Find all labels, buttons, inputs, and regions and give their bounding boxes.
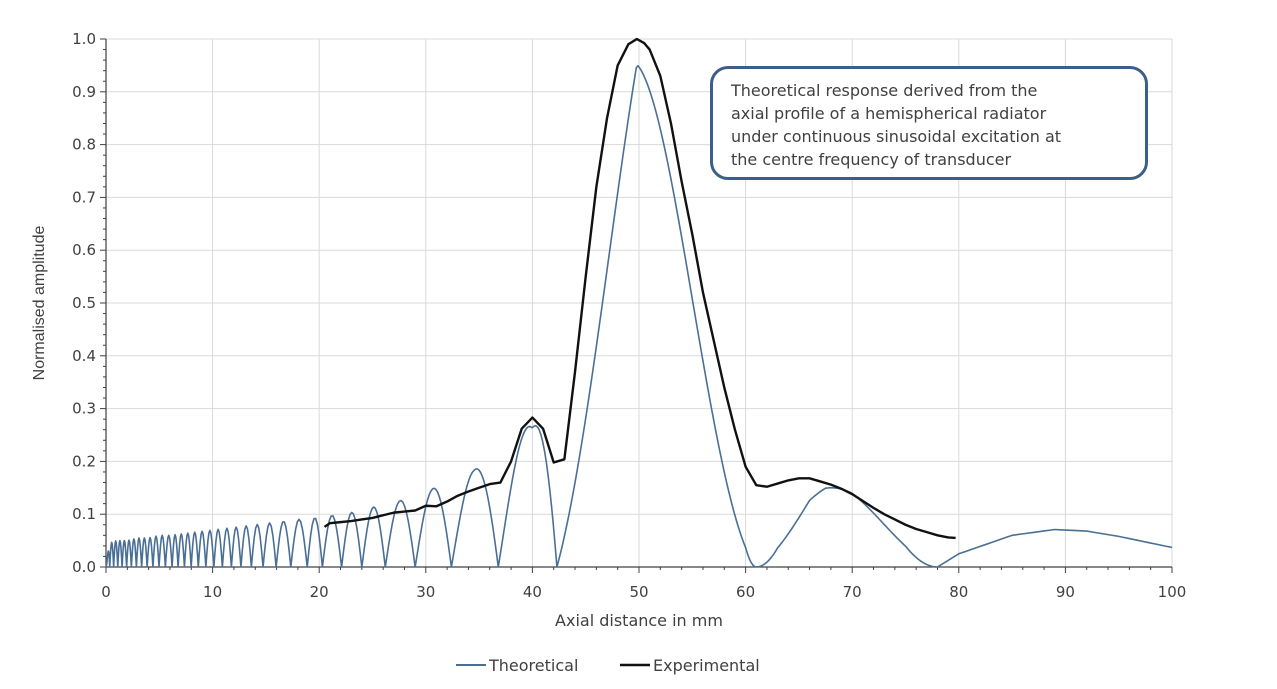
y-tick-label: 1.0 [72,30,96,48]
x-axis-title: Axial distance in mm [555,611,723,630]
x-tick-labels: 0 10 20 30 40 50 60 70 80 90 100 [101,583,1186,601]
x-tick-label: 70 [843,583,862,601]
y-tick-label: 0.7 [72,188,96,206]
annotation-box: Theoretical response derived from the ax… [710,66,1148,180]
x-tick-label: 100 [1158,583,1187,601]
y-tick-label: 0.5 [72,294,96,312]
x-tick-label: 20 [310,583,329,601]
series-layer [105,37,1173,568]
x-tick-label: 40 [523,583,542,601]
y-tick-label: 0.3 [72,400,96,418]
y-tick-label: 0.1 [72,505,96,523]
axes [100,38,1173,573]
x-tick-label: 60 [736,583,755,601]
y-tick-label: 0.4 [72,347,96,365]
y-axis-title: Normalised amplitude [31,226,48,381]
annotation-line: under continuous sinusoidal excitation a… [731,127,1062,146]
y-tick-label: 0.0 [72,558,96,576]
y-tick-label: 0.9 [72,83,96,101]
annotation-line: the centre frequency of transducer [731,150,1012,169]
annotation-line: axial profile of a hemispherical radiato… [731,104,1047,123]
series-experimental-line [323,37,956,540]
y-tick-labels: 0.0 0.1 0.2 0.3 0.4 0.5 0.6 0.7 0.8 0.9 1.0 [72,30,96,576]
x-tick-label: 90 [1056,583,1075,601]
annotation-line: Theoretical response derived from the [731,81,1038,100]
y-tick-label: 0.2 [72,452,96,470]
x-tick-label: 30 [416,583,435,601]
x-tick-label: 0 [101,583,111,601]
legend: Theoretical Experimental [456,656,760,675]
legend-label-theoretical: Theoretical [488,656,578,675]
x-tick-label: 80 [949,583,968,601]
legend-label-experimental: Experimental [653,656,760,675]
x-tick-label: 50 [629,583,648,601]
y-tick-label: 0.8 [72,136,96,154]
y-tick-label: 0.6 [72,241,96,259]
x-tick-label: 10 [203,583,222,601]
